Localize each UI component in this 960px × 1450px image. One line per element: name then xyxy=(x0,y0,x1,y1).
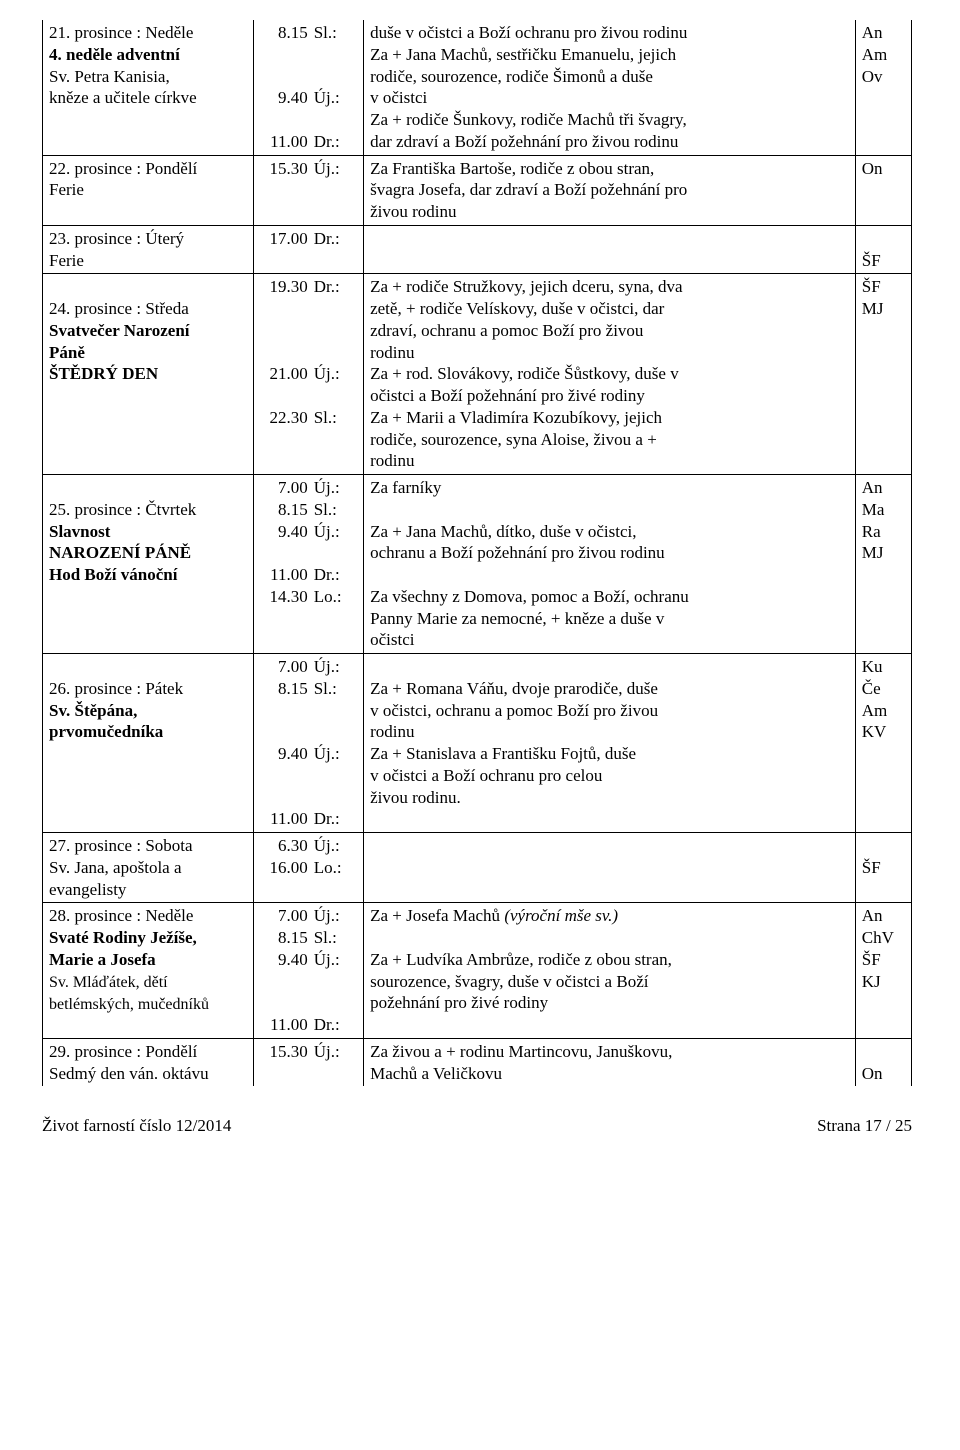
intention-cell xyxy=(364,225,856,274)
abbr-cell: On xyxy=(855,155,911,225)
abbr-cell: On xyxy=(855,1038,911,1086)
times-cell: 17.00Dr.: xyxy=(253,225,363,274)
footer-right: Strana 17 / 25 xyxy=(817,1116,912,1136)
abbr-cell: AnMaRaMJ xyxy=(855,475,911,654)
intention-cell: Za farníkyZa + Jana Machů, dítko, duše v… xyxy=(364,475,856,654)
footer-left: Život farností číslo 12/2014 xyxy=(42,1116,231,1136)
times-cell: 19.30Dr.: 21.00Új.: 22.30Sl.: xyxy=(253,274,363,475)
intention-cell xyxy=(364,833,856,903)
times-cell: 7.00Új.:8.15Sl.:9.40Új.: 11.00Dr.: xyxy=(253,903,363,1039)
abbr-cell: ŠFMJ xyxy=(855,274,911,475)
date-cell: 23. prosince : ÚterýFerie xyxy=(43,225,254,274)
date-cell: 29. prosince : PondělíSedmý den ván. okt… xyxy=(43,1038,254,1086)
date-cell: 26. prosince : PátekSv. Štěpána,prvomuče… xyxy=(43,654,254,833)
abbr-cell: ŠF xyxy=(855,225,911,274)
intention-cell: duše v očistci a Boží ochranu pro živou … xyxy=(364,20,856,155)
times-cell: 15.30Új.: xyxy=(253,155,363,225)
times-cell: 6.30Új.:16.00Lo.: xyxy=(253,833,363,903)
abbr-cell: ŠF xyxy=(855,833,911,903)
abbr-cell: AnChVŠFKJ xyxy=(855,903,911,1039)
table-row: 23. prosince : ÚterýFerie17.00Dr.: ŠF xyxy=(43,225,912,274)
abbr-cell: AnAmOv xyxy=(855,20,911,155)
date-cell: 27. prosince : SobotaSv. Jana, apoštola … xyxy=(43,833,254,903)
table-row: 25. prosince : ČtvrtekSlavnostNAROZENÍ P… xyxy=(43,475,912,654)
table-row: 26. prosince : PátekSv. Štěpána,prvomuče… xyxy=(43,654,912,833)
date-cell: 28. prosince : NeděleSvaté Rodiny Ježíše… xyxy=(43,903,254,1039)
table-row: 27. prosince : SobotaSv. Jana, apoštola … xyxy=(43,833,912,903)
intention-cell: Za + Romana Váňu, dvoje prarodiče, dušev… xyxy=(364,654,856,833)
times-cell: 7.00Új.:8.15Sl.: 9.40Új.: 11.00Dr.: xyxy=(253,654,363,833)
table-row: 29. prosince : PondělíSedmý den ván. okt… xyxy=(43,1038,912,1086)
date-cell: 21. prosince : Neděle4. neděle adventníS… xyxy=(43,20,254,155)
table-row: 28. prosince : NeděleSvaté Rodiny Ježíše… xyxy=(43,903,912,1039)
date-cell: 24. prosince : StředaSvatvečer NarozeníP… xyxy=(43,274,254,475)
date-cell: 22. prosince : PondělíFerie xyxy=(43,155,254,225)
intention-cell: Za + rodiče Stružkovy, jejich dceru, syn… xyxy=(364,274,856,475)
table-row: 24. prosince : StředaSvatvečer NarozeníP… xyxy=(43,274,912,475)
times-cell: 15.30Új.: xyxy=(253,1038,363,1086)
intention-cell: Za živou a + rodinu Martincovu, Januškov… xyxy=(364,1038,856,1086)
schedule-table: 21. prosince : Neděle4. neděle adventníS… xyxy=(42,20,912,1086)
times-cell: 8.15Sl.: 9.40Új.: 11.00Dr.: xyxy=(253,20,363,155)
table-row: 22. prosince : PondělíFerie15.30Új.:Za F… xyxy=(43,155,912,225)
page-footer: Život farností číslo 12/2014 Strana 17 /… xyxy=(42,1116,912,1136)
intention-cell: Za + Josefa Machů (výroční mše sv.)Za + … xyxy=(364,903,856,1039)
date-cell: 25. prosince : ČtvrtekSlavnostNAROZENÍ P… xyxy=(43,475,254,654)
intention-cell: Za Františka Bartoše, rodiče z obou stra… xyxy=(364,155,856,225)
abbr-cell: KuČeAmKV xyxy=(855,654,911,833)
times-cell: 7.00Új.:8.15Sl.:9.40Új.: 11.00Dr.:14.30L… xyxy=(253,475,363,654)
table-row: 21. prosince : Neděle4. neděle adventníS… xyxy=(43,20,912,155)
